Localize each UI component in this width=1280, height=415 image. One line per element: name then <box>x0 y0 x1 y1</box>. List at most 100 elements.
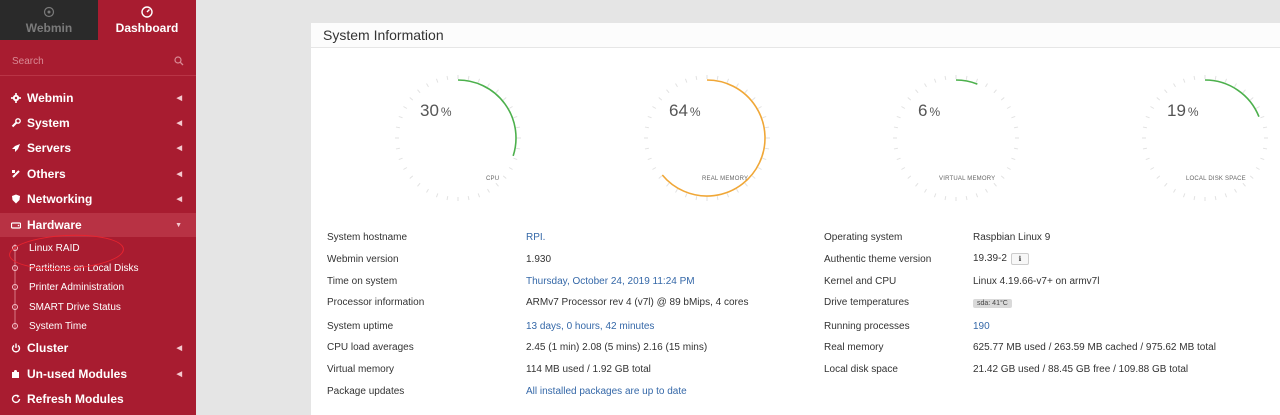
gauge-tick <box>398 157 403 161</box>
gauge-tick <box>652 167 657 170</box>
gauge-tick <box>757 167 762 170</box>
gauge-tick <box>495 89 499 94</box>
running-processes-link[interactable]: 190 <box>973 320 990 332</box>
gauge-tick <box>915 89 919 94</box>
gauge-tick <box>1255 167 1260 170</box>
gauge-tick <box>1145 115 1150 119</box>
gauge-tick <box>426 188 429 193</box>
hostname-link[interactable]: RPI. <box>526 231 546 243</box>
gauge-arc <box>1204 79 1260 117</box>
time-link[interactable]: Thursday, October 24, 2019 11:24 PM <box>526 275 695 287</box>
gauge-tick <box>1260 115 1265 119</box>
gauge-tick <box>975 78 979 83</box>
sidebar-item-servers[interactable]: Servers ◀ <box>0 136 196 160</box>
info-value: Linux 4.19.66-v7+ on armv7l <box>973 275 1100 287</box>
sidebar-item-webmin[interactable]: Webmin ◀ <box>0 86 196 110</box>
gauge-tick <box>513 115 518 119</box>
info-row-package-updates: Package updates All installed packages a… <box>327 381 807 401</box>
gauge-tick <box>726 78 730 83</box>
gauge-tick <box>1156 175 1161 179</box>
sidebar-tabs: Webmin Dashboard <box>0 0 196 40</box>
tools-icon <box>11 169 21 179</box>
sidebar-item-label: Refresh Modules <box>27 392 124 406</box>
tab-webmin[interactable]: Webmin <box>0 0 98 40</box>
gauge-tick <box>644 147 649 150</box>
package-updates-link[interactable]: All installed packages are up to date <box>526 385 687 397</box>
gauge-tick <box>965 196 968 201</box>
gauge-tick <box>762 157 767 161</box>
sidebar-item-hardware[interactable]: Hardware ▼ <box>0 213 196 237</box>
temperature-badge: sda: 41°C <box>973 298 1012 308</box>
submenu-item-linux-raid[interactable]: Linux RAID <box>0 238 196 258</box>
gauge-tick <box>446 75 449 80</box>
gauge-tick <box>1014 126 1019 129</box>
gauge-tick <box>993 89 997 94</box>
gauge-tick <box>647 115 652 119</box>
gauge-tick <box>1014 147 1019 150</box>
chevron-left-icon: ◀ <box>176 345 182 352</box>
gauge-label: LOCAL DISK SPACE <box>1186 176 1246 182</box>
sidebar-item-unused-modules[interactable]: Un-used Modules ◀ <box>0 362 196 386</box>
info-row-processes: Running processes 190 <box>824 316 1274 336</box>
gauge-tick <box>1193 196 1196 201</box>
gauge-arc <box>457 79 517 157</box>
gauge-tick <box>765 147 770 150</box>
gauge-tick <box>409 97 414 101</box>
rocket-icon <box>11 143 21 153</box>
sidebar-item-others[interactable]: Others ◀ <box>0 162 196 186</box>
gauge-arc <box>955 79 978 85</box>
sidebar-item-label: Servers <box>27 141 72 155</box>
gauge-tick <box>1263 147 1268 150</box>
gauge-tick <box>965 75 968 80</box>
gauge-tick <box>1224 78 1228 83</box>
chevron-down-icon: ▼ <box>175 221 182 229</box>
gauge-tick <box>1182 193 1186 198</box>
submenu-item-system-time[interactable]: System Time <box>0 316 196 336</box>
gauge-tick <box>508 106 513 109</box>
gauge-tick <box>1164 182 1168 187</box>
gauge-tick <box>744 182 748 187</box>
gauge-tick <box>652 106 657 109</box>
info-icon[interactable]: ℹ <box>1010 253 1029 265</box>
gauge-tick <box>1214 75 1217 80</box>
gauge-tick <box>1164 89 1168 94</box>
info-label: System uptime <box>327 320 394 332</box>
info-value: 19.39-2 ℹ <box>973 253 1029 265</box>
submenu-item-printer-admin[interactable]: Printer Administration <box>0 277 196 297</box>
info-row-load: CPU load averages 2.45 (1 min) 2.08 (5 m… <box>327 337 807 357</box>
gauge-tick <box>757 106 762 109</box>
tab-dashboard-label: Dashboard <box>115 20 179 35</box>
gauge-tick <box>907 97 912 101</box>
gauge-tick <box>403 106 408 109</box>
uptime-link[interactable]: 13 days, 0 hours, 42 minutes <box>526 320 655 332</box>
gauge-tick <box>1156 97 1161 101</box>
bullet-icon <box>12 323 18 329</box>
search-icon[interactable] <box>174 56 184 66</box>
gauge-tick <box>516 126 521 129</box>
info-label: Authentic theme version <box>824 253 932 265</box>
gauge-tick <box>1011 157 1016 161</box>
sidebar-item-networking[interactable]: Networking ◀ <box>0 187 196 211</box>
submenu-item-smart-drive[interactable]: SMART Drive Status <box>0 297 196 317</box>
gauge-tick <box>907 175 912 179</box>
gauge-tick <box>495 182 499 187</box>
gauge-tick <box>893 147 898 150</box>
sidebar-item-cluster[interactable]: Cluster ◀ <box>0 336 196 360</box>
refresh-icon <box>11 394 21 404</box>
gauge-tick <box>467 75 470 80</box>
tab-webmin-label: Webmin <box>25 20 73 35</box>
gauge-tick <box>675 188 678 193</box>
sidebar-item-refresh-modules[interactable]: Refresh Modules <box>0 387 196 411</box>
sidebar-item-label: Cluster <box>27 341 69 355</box>
gauge-tick <box>1249 97 1254 101</box>
gauge-tick <box>924 188 927 193</box>
sidebar-item-system[interactable]: System ◀ <box>0 111 196 135</box>
submenu-item-label: System Time <box>29 320 87 332</box>
gauge-tick <box>1173 83 1176 88</box>
gauge-label: CPU <box>486 176 500 182</box>
submenu-item-partitions[interactable]: Partitions on Local Disks <box>0 258 196 278</box>
tab-dashboard[interactable]: Dashboard <box>98 0 196 40</box>
info-label: Webmin version <box>327 253 399 265</box>
submenu-item-label: Printer Administration <box>29 281 125 293</box>
search-input[interactable]: Search <box>12 51 184 71</box>
